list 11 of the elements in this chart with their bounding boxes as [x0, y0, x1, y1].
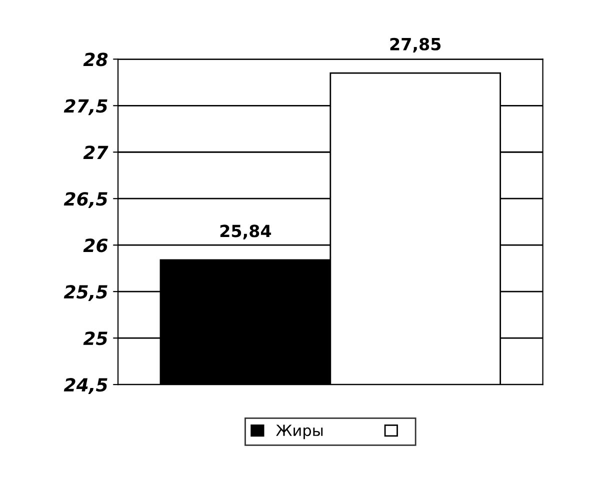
legend-label: Жиры: [276, 424, 323, 440]
y-tick-label: 26,5: [64, 192, 108, 208]
y-tick-label: 28: [83, 52, 108, 66]
y-tick-label: 26: [83, 238, 108, 252]
data-label: 27,85: [390, 38, 441, 53]
y-tick-label: 25: [83, 332, 108, 346]
data-label: 25,84: [220, 224, 272, 240]
y-tick-label: 25,5: [64, 285, 108, 301]
y-tick-label: 27: [83, 146, 108, 159]
y-tick-label: 27,5: [64, 99, 108, 116]
y-tick-label: 24,5: [64, 378, 108, 394]
